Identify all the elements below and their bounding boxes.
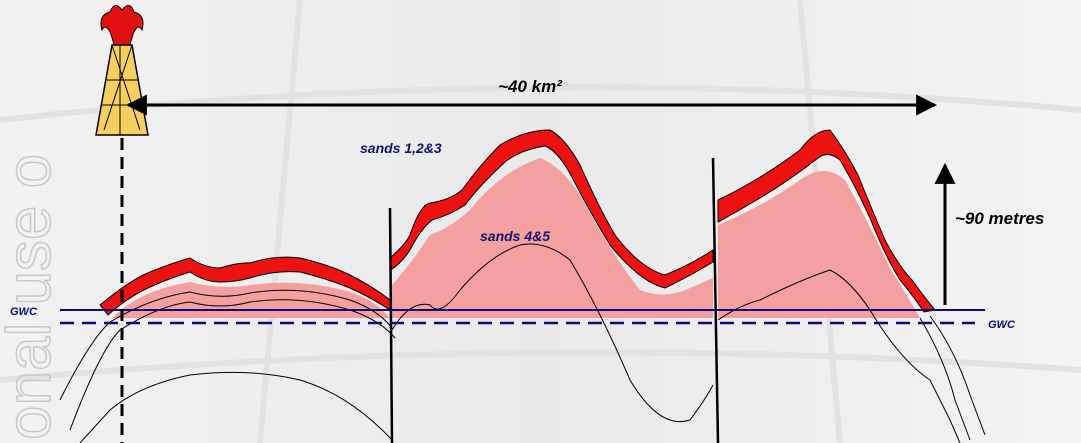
watermark: onal use o	[0, 154, 64, 440]
sands-label: sands 4&5	[480, 228, 550, 244]
area-label: ~40 km²	[498, 77, 563, 96]
gwc-label: GWC	[10, 306, 38, 318]
cross-section-diagram: onal use o GWC GWC ~40 km² ~90 m	[0, 0, 1081, 443]
gwc-label: GWC	[988, 319, 1016, 331]
page: onal use o GWC GWC ~40 km² ~90 m	[0, 0, 1081, 443]
sands-label: sands 1,2&3	[360, 140, 442, 156]
height-label: ~90 metres	[955, 209, 1044, 228]
